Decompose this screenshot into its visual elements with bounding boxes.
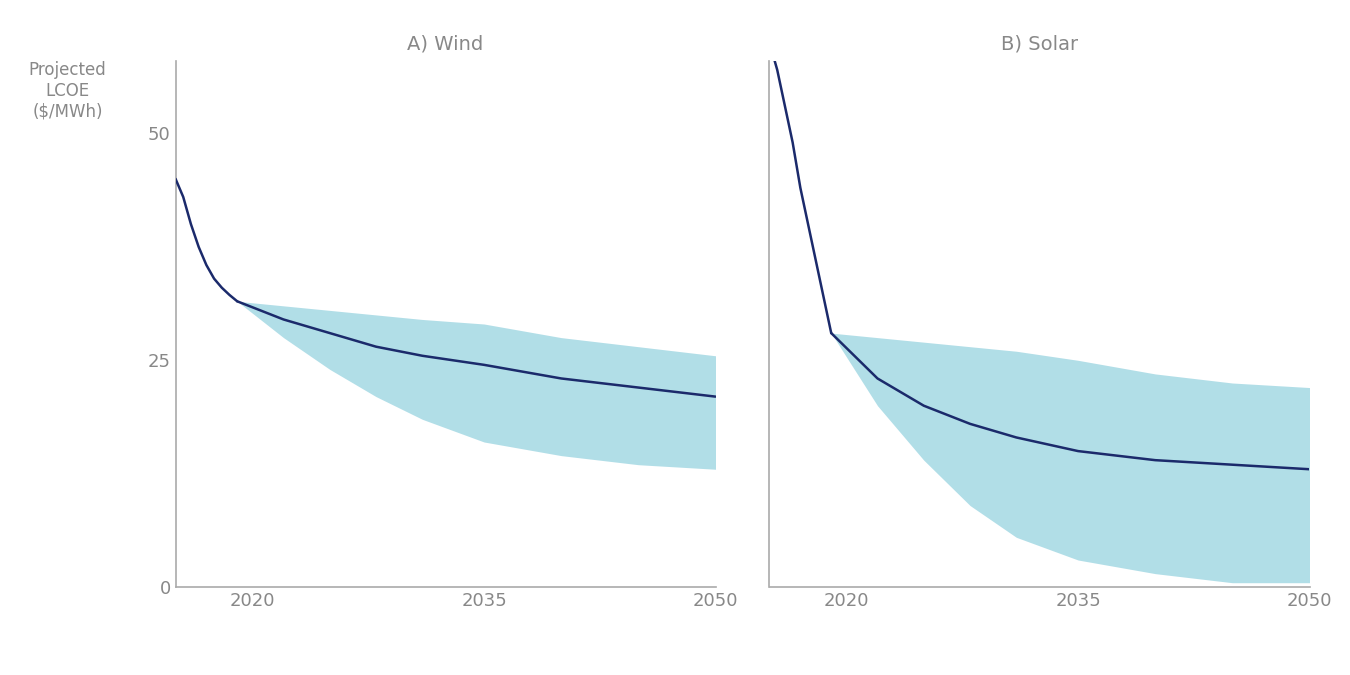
Y-axis label: Projected
LCOE
($/MWh): Projected LCOE ($/MWh) xyxy=(28,61,107,120)
Title: A) Wind: A) Wind xyxy=(408,34,483,53)
Title: B) Solar: B) Solar xyxy=(1000,34,1079,53)
